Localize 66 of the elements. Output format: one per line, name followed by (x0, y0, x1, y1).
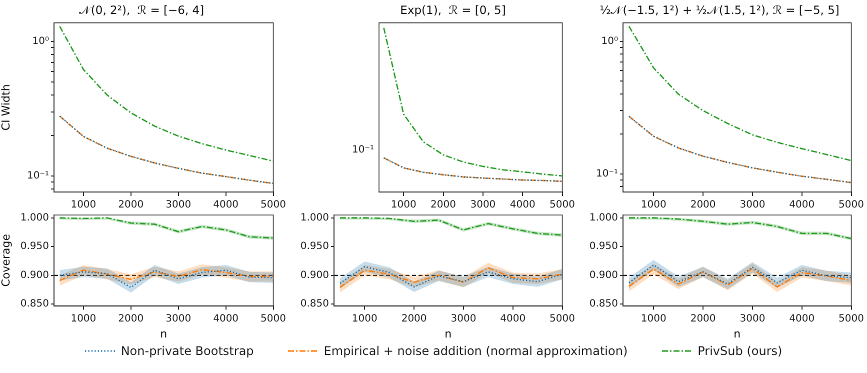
x-axis-title: n (734, 327, 741, 340)
x-tick-label: 2000 (430, 200, 456, 211)
x-tick-label: 2000 (401, 313, 427, 324)
x-tick-label: 4000 (213, 200, 239, 211)
y-tick-label: 0.950 (589, 241, 618, 252)
x-tick-label: 3000 (470, 200, 496, 211)
y-tick-label: 10⁰ (601, 36, 618, 47)
x-tick-label: 3000 (166, 200, 192, 211)
x-tick-label: 2000 (118, 200, 144, 211)
y-tick-label: 1.000 (20, 212, 49, 224)
y-tick-label: 10⁻¹ (596, 168, 618, 180)
x-tick-label: 5000 (838, 313, 864, 324)
x-tick-label: 1000 (70, 200, 96, 211)
line-series (58, 268, 274, 282)
x-tick-label: 3000 (740, 313, 766, 324)
x-tick-label: 2000 (690, 200, 716, 211)
x-tick-label: 3000 (450, 313, 476, 324)
chart-title: ½𝒩(−1.5, 1²) + ½𝒩(1.5, 1²), ℛ = [−5, 5] (600, 2, 840, 17)
x-tick-label: 1000 (640, 200, 666, 211)
x-tick-label: 4000 (789, 313, 815, 324)
x-tick-label: 5000 (260, 313, 286, 324)
x-axis-title: n (444, 327, 452, 340)
x-tick-label: 2000 (690, 313, 716, 324)
y-axis-title: CI Width (0, 84, 12, 131)
x-tick-label: 1000 (352, 313, 378, 324)
y-tick-label: 0.900 (589, 270, 618, 281)
y-tick-label: 0.850 (20, 298, 49, 310)
x-tick-label: 1000 (390, 200, 416, 211)
y-tick-label: 0.950 (20, 241, 49, 252)
x-tick-label: 1000 (640, 313, 666, 324)
x-tick-label: 4000 (213, 313, 239, 324)
y-axis-title: Coverage (0, 234, 12, 287)
x-axis-title: n (160, 327, 168, 340)
line-series (628, 268, 852, 288)
line-series (628, 264, 852, 285)
x-tick-label: 5000 (550, 200, 575, 211)
x-tick-label: 3000 (740, 200, 766, 211)
x-tick-label: 2000 (118, 313, 144, 324)
x-tick-label: 4000 (510, 200, 536, 211)
chart-title: Exp(1), ℛ = [0, 5] (400, 2, 506, 17)
legend-label: Non-private Bootstrap (120, 344, 254, 358)
line-series (628, 26, 852, 162)
line-series (58, 269, 274, 288)
y-tick-label: 1.000 (589, 212, 618, 224)
y-tick-label: 10⁻¹ (26, 170, 49, 182)
y-tick-label: 0.850 (300, 298, 329, 310)
line-series (58, 26, 274, 162)
x-tick-label: 5000 (838, 200, 864, 211)
y-tick-label: 0.900 (20, 270, 49, 281)
x-tick-label: 1000 (70, 313, 96, 324)
y-tick-label: 0.950 (300, 241, 329, 252)
x-tick-label: 5000 (260, 200, 286, 211)
chart-title: 𝒩(0, 2²), ℛ = [−6, 4] (78, 2, 204, 17)
legend-label: Empirical + noise addition (normal approximation) (324, 344, 628, 358)
y-tick-label: 0.900 (300, 270, 329, 281)
y-tick-label: 1.000 (300, 212, 329, 224)
x-tick-label: 4000 (789, 200, 815, 211)
legend-label: PrivSub (ours) (698, 344, 782, 358)
y-tick-label: 10⁰ (32, 36, 49, 48)
x-tick-label: 3000 (166, 313, 192, 324)
text: 10⁻¹ (352, 144, 374, 156)
y-tick-label: 0.850 (589, 298, 618, 310)
line-series (58, 115, 274, 184)
x-tick-label: 5000 (550, 313, 575, 324)
x-tick-label: 4000 (500, 313, 526, 324)
line-series (628, 116, 852, 184)
